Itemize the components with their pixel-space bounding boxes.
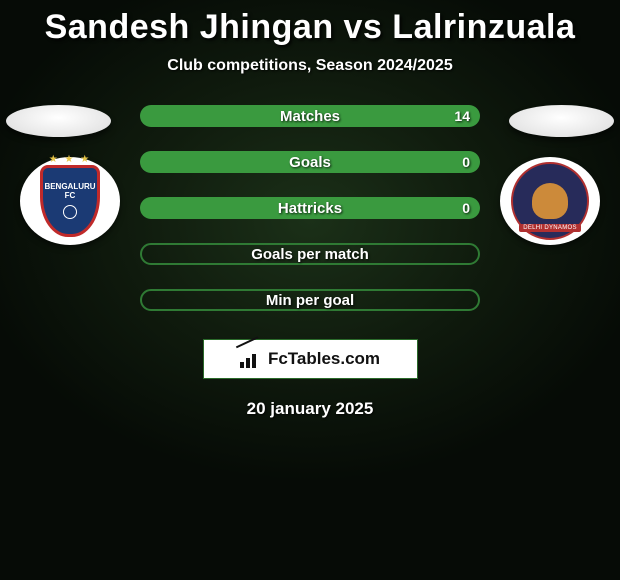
subtitle: Club competitions, Season 2024/2025: [0, 57, 620, 75]
club-crest-left: ★ ★ ★ BENGALURU FC: [20, 157, 120, 245]
stat-label: Goals: [289, 154, 331, 171]
stat-bars: Matches 14 Goals 0 Hattricks 0 Goals per match…: [140, 105, 480, 311]
crest-stars-icon: ★ ★ ★: [49, 154, 91, 165]
stat-label: Min per goal: [266, 292, 354, 309]
stat-bar: Goals per match: [140, 243, 480, 265]
content-root: Sandesh Jhingan vs Lalrinzuala Club comp…: [0, 0, 620, 580]
crest-shield-left: ★ ★ ★ BENGALURU FC: [40, 165, 100, 237]
stat-value-right: 0: [462, 154, 470, 170]
date-label: 20 january 2025: [0, 399, 620, 419]
crest-ball-icon: [63, 205, 77, 219]
player-oval-right: [509, 105, 614, 137]
stat-bar: Goals 0: [140, 151, 480, 173]
player-oval-left: [6, 105, 111, 137]
stat-bar: Min per goal: [140, 289, 480, 311]
brand-box: FcTables.com: [203, 339, 418, 379]
stat-label: Goals per match: [251, 246, 369, 263]
crest-left-sub: FC: [65, 192, 76, 201]
stat-value-right: 0: [462, 200, 470, 216]
stat-value-right: 14: [454, 108, 470, 124]
page-title: Sandesh Jhingan vs Lalrinzuala: [0, 0, 620, 47]
stat-label: Matches: [280, 108, 340, 125]
stat-bar: Matches 14: [140, 105, 480, 127]
crest-tiger-icon: [532, 183, 568, 219]
crest-right-name: DELHI DYNAMOS: [519, 224, 581, 232]
club-crest-right: DELHI DYNAMOS: [500, 157, 600, 245]
brand-text: FcTables.com: [268, 349, 380, 369]
comparison-stage: ★ ★ ★ BENGALURU FC DELHI DYNAMOS Matches…: [0, 105, 620, 311]
crest-roundel-right: DELHI DYNAMOS: [511, 162, 589, 240]
stat-bar: Hattricks 0: [140, 197, 480, 219]
stat-label: Hattricks: [278, 200, 342, 217]
bar-chart-icon: [240, 350, 262, 368]
